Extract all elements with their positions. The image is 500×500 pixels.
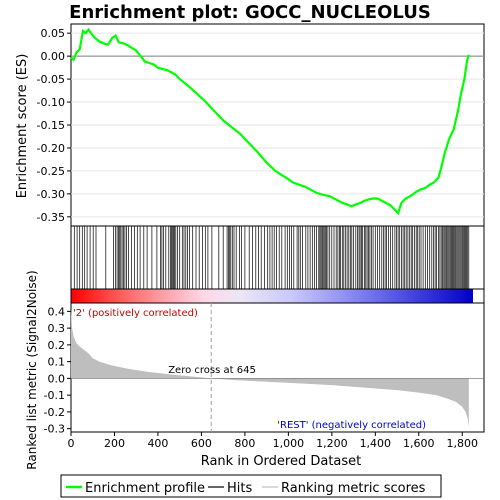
- metric-y-tick-label: 0.0: [48, 372, 66, 385]
- positive-correlation-label: '2' (positively correlated): [73, 308, 198, 319]
- legend-item-ranking-metric: Ranking metric scores: [262, 481, 426, 496]
- rank-color-bar: [71, 289, 473, 303]
- metric-y-tick-label: 0.3: [48, 322, 66, 335]
- metric-y-tick-label: 0.4: [48, 305, 66, 318]
- metric-x-tick-label: 0: [68, 437, 75, 450]
- chart-title: Enrichment plot: GOCC_NUCLEOLUS: [69, 2, 431, 23]
- metric-y-axis-label: Ranked list metric (Signal2Noise): [25, 270, 39, 469]
- es-y-tick-label: 0.05: [41, 27, 66, 40]
- legend-label-ranking: Ranking metric scores: [281, 481, 426, 496]
- es-y-tick-label: -0.30: [37, 188, 65, 201]
- metric-x-tick-label: 600: [191, 437, 212, 450]
- legend-item-hits: Hits: [208, 481, 252, 496]
- es-y-tick-label: -0.35: [37, 211, 65, 224]
- legend-box: [60, 474, 442, 498]
- es-y-tick-label: -0.25: [37, 165, 65, 178]
- es-y-ticks: 0.05 0.00 -0.05 -0.10 -0.15 -0.20 -0.25 -0.30 -0…: [37, 27, 71, 224]
- es-y-tick-label: -0.10: [37, 96, 65, 109]
- legend-label-enrichment: Enrichment profile: [85, 481, 205, 496]
- metric-x-tick-label: 1,000: [273, 437, 305, 450]
- metric-x-axis-label: Rank in Ordered Dataset: [201, 454, 362, 469]
- es-y-tick-label: -0.05: [37, 73, 65, 86]
- metric-x-tick-label: 1,600: [403, 437, 435, 450]
- metric-y-tick-label: -0.1: [44, 389, 65, 402]
- metric-x-ticks: 0 200 400 600 800 1,000 1,200 1,400 1,600 1,800: [68, 432, 479, 450]
- metric-y-tick-label: 0.2: [48, 339, 66, 352]
- metric-y-tick-label: 0.1: [48, 356, 66, 369]
- metric-x-tick-label: 200: [104, 437, 125, 450]
- negative-correlation-label: 'REST' (negatively correlated): [277, 420, 426, 431]
- es-y-tick-label: 0.00: [41, 50, 66, 63]
- zero-cross-label: Zero cross at 645: [168, 365, 256, 376]
- legend-label-hits: Hits: [227, 481, 252, 496]
- metric-x-tick-label: 1,800: [447, 437, 479, 450]
- es-y-axis-label: Enrichment score (ES): [15, 54, 30, 199]
- metric-y-tick-label: -0.2: [44, 406, 65, 419]
- enrichment-profile-line: [70, 27, 470, 216]
- hits-panel-frame: [70, 225, 485, 290]
- metric-x-tick-label: 800: [234, 437, 255, 450]
- metric-y-ticks: 0.4 0.3 0.2 0.1 0.0 -0.1 -0.2 -0.3: [44, 305, 71, 436]
- es-y-tick-label: -0.15: [37, 119, 65, 132]
- metric-x-tick-label: 1,400: [360, 437, 392, 450]
- hits-marks: [73, 226, 470, 289]
- es-y-tick-label: -0.20: [37, 142, 65, 155]
- metric-plot-frame: [70, 302, 485, 433]
- legend-item-enrichment-profile: Enrichment profile: [66, 481, 205, 496]
- metric-x-tick-label: 1,200: [316, 437, 348, 450]
- metric-y-tick-label: -0.3: [44, 423, 65, 436]
- metric-x-tick-label: 400: [147, 437, 168, 450]
